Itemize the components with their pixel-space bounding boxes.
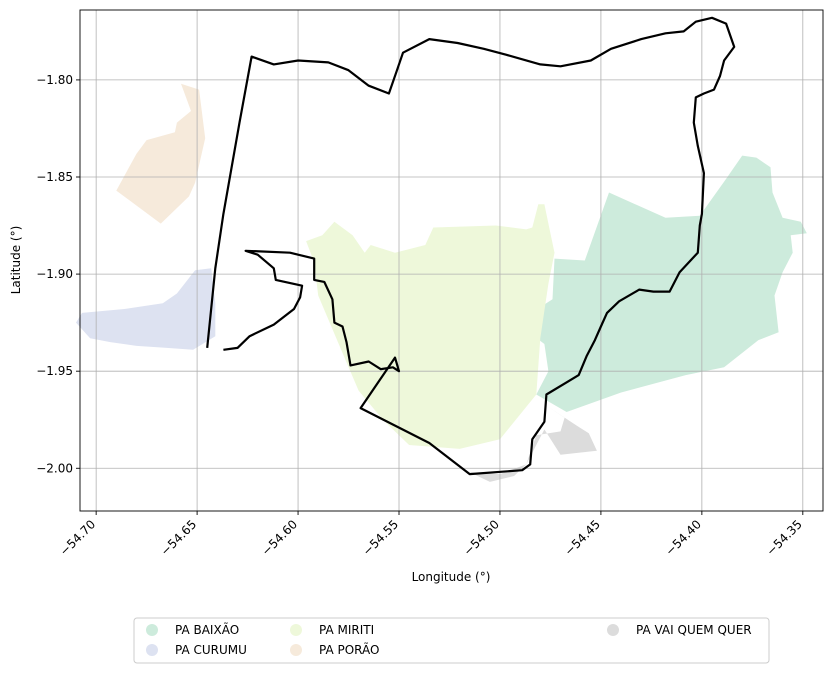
region-pa-curumu	[76, 268, 216, 350]
y-tick-label: −1.95	[36, 364, 73, 378]
region-pa-por-o	[116, 83, 206, 224]
x-axis-title: Longitude (°)	[412, 570, 491, 584]
legend-label: PA BAIXÃO	[175, 622, 239, 637]
legend-label: PA VAI QUEM QUER	[636, 623, 752, 637]
legend-swatch	[290, 624, 302, 636]
legend-label: PA CURUMU	[175, 643, 247, 657]
legend: PA BAIXÃO PA CURUMU PA MIRITI PA PORÃO PA VA…	[133, 617, 770, 664]
plot-area: −54.70 −54.65 −54.60 −54.55 −54.50 −54.45 −54.…	[36, 9, 824, 559]
region-pa-vai-quem-quer	[469, 404, 597, 482]
y-tick-label: −1.85	[36, 170, 73, 184]
legend-swatch	[146, 644, 158, 656]
y-tick-label: −1.80	[36, 73, 73, 87]
legend-label: PA MIRITI	[319, 623, 374, 637]
study-area-boundary	[206, 16, 736, 476]
y-axis-title: Latitude (°)	[9, 226, 23, 295]
region-pa-baix-o	[516, 155, 807, 412]
legend-swatch	[607, 624, 619, 636]
legend-swatch	[290, 644, 302, 656]
y-tick-label: −2.00	[36, 461, 73, 475]
region-pa-miriti	[306, 204, 555, 449]
legend-label: PA PORÃO	[319, 642, 379, 657]
y-tick-label: −1.90	[36, 267, 73, 281]
axes-frame	[79, 9, 824, 512]
legend-swatch	[146, 624, 158, 636]
